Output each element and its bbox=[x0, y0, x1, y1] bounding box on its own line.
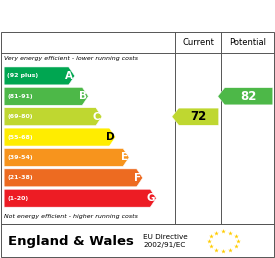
Text: England & Wales: England & Wales bbox=[8, 235, 134, 248]
Polygon shape bbox=[218, 88, 273, 105]
Text: D: D bbox=[106, 132, 114, 142]
Text: Current: Current bbox=[183, 38, 214, 47]
Text: 72: 72 bbox=[191, 110, 207, 123]
Text: (39-54): (39-54) bbox=[7, 155, 33, 160]
Text: Very energy efficient - lower running costs: Very energy efficient - lower running co… bbox=[4, 57, 138, 61]
Polygon shape bbox=[4, 169, 143, 187]
Text: EU Directive
2002/91/EC: EU Directive 2002/91/EC bbox=[143, 234, 187, 248]
Text: (21-38): (21-38) bbox=[7, 175, 33, 180]
Text: Not energy efficient - higher running costs: Not energy efficient - higher running co… bbox=[4, 214, 138, 219]
Polygon shape bbox=[4, 148, 129, 166]
Text: F: F bbox=[134, 173, 141, 183]
Text: (92 plus): (92 plus) bbox=[7, 74, 39, 78]
Bar bbox=[1, 31, 274, 224]
Text: (1-20): (1-20) bbox=[7, 196, 29, 201]
Polygon shape bbox=[4, 87, 88, 105]
Text: A: A bbox=[65, 71, 73, 81]
Polygon shape bbox=[4, 108, 102, 126]
Polygon shape bbox=[172, 108, 219, 125]
Text: 82: 82 bbox=[241, 90, 257, 103]
Text: C: C bbox=[93, 112, 101, 122]
Text: B: B bbox=[79, 91, 87, 101]
Text: (69-80): (69-80) bbox=[7, 114, 33, 119]
Bar bbox=[1, 224, 274, 257]
Polygon shape bbox=[4, 128, 115, 146]
Text: (55-68): (55-68) bbox=[7, 135, 33, 140]
Text: Potential: Potential bbox=[229, 38, 266, 47]
Polygon shape bbox=[4, 189, 156, 207]
Text: G: G bbox=[147, 193, 155, 203]
Text: Energy Efficiency Rating: Energy Efficiency Rating bbox=[8, 8, 210, 23]
Text: (81-91): (81-91) bbox=[7, 94, 33, 99]
Text: E: E bbox=[121, 152, 128, 163]
Polygon shape bbox=[4, 67, 75, 85]
